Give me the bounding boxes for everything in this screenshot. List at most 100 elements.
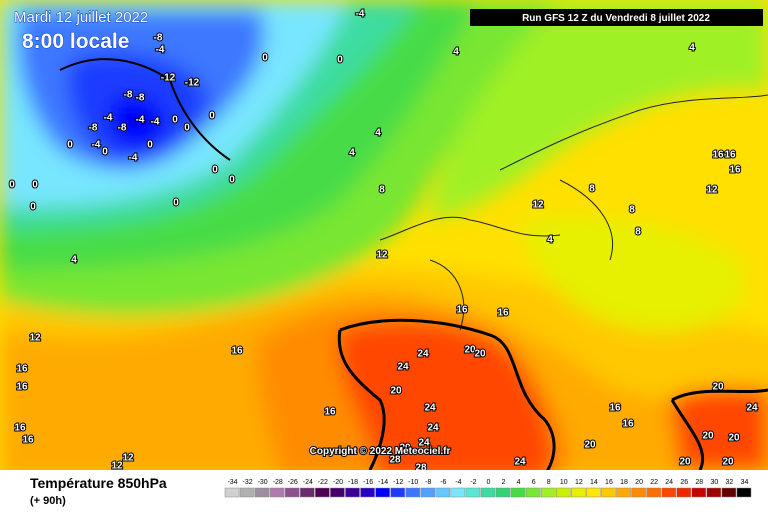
contour-label: 24	[746, 403, 758, 414]
colorbar-label: 4	[517, 479, 521, 486]
temperature-field	[0, 0, 768, 470]
contour-label: 16	[16, 364, 28, 375]
contour-label: 20	[702, 431, 714, 442]
colorbar-label: 30	[710, 479, 718, 486]
colorbar-swatch	[224, 487, 240, 498]
colorbar-swatch	[465, 487, 481, 498]
contour-label: -12	[161, 73, 176, 84]
contour-label: 0	[102, 147, 108, 158]
colorbar-label: 26	[680, 479, 688, 486]
colorbar-label: -32	[243, 479, 253, 486]
colorbar-swatch	[691, 487, 707, 498]
contour-label: 4	[375, 128, 381, 139]
colorbar-label: -28	[273, 479, 283, 486]
contour-label: 20	[679, 457, 691, 468]
colorbar-label: 14	[590, 479, 598, 486]
colorbar: -34 -32 -30 -28 -26 -24 -22 -20 -18 -16 -14 -12 -10-…	[224, 479, 752, 498]
contour-label: 12	[122, 453, 134, 464]
contour-label: 0	[30, 202, 36, 213]
colorbar-swatch	[706, 487, 722, 498]
colorbar-label: -26	[288, 479, 298, 486]
colorbar-label: 12	[575, 479, 583, 486]
contour-label: -8	[89, 123, 98, 134]
region-border	[670, 388, 768, 470]
contour-label: 16	[231, 346, 243, 357]
contour-label: 16	[16, 382, 28, 393]
contour-label: -4	[136, 115, 145, 126]
colorbar-label: 16	[605, 479, 613, 486]
colorbar-label: -16	[363, 479, 373, 486]
footer-title: Température 850hPa	[30, 475, 167, 491]
contour-label: 20	[584, 440, 596, 451]
colorbar-swatch	[616, 487, 631, 498]
colorbar-label: -22	[318, 479, 328, 486]
contour-label: 12	[706, 185, 718, 196]
contour-label: 12	[376, 250, 388, 261]
colorbar-swatch	[345, 487, 360, 498]
contour-label: 0	[262, 53, 268, 64]
contour-label: -4	[156, 45, 165, 56]
contour-label: 16	[324, 407, 336, 418]
contour-label: -8	[154, 33, 163, 44]
contour-label: 24	[397, 362, 409, 373]
contour-label: -12	[185, 78, 200, 89]
colorbar-swatch	[661, 487, 676, 498]
colorbar-swatch	[571, 487, 586, 498]
colorbar-swatch	[239, 487, 255, 498]
contour-label: 16	[609, 403, 621, 414]
colorbar-label: 10	[560, 479, 568, 486]
contour-label: 0	[229, 175, 235, 186]
colorbar-swatch	[390, 487, 405, 498]
contour-label: -4	[356, 9, 365, 20]
contour-label: 8	[589, 184, 595, 195]
colorbar-swatch	[330, 487, 345, 498]
coastlines	[379, 94, 768, 331]
contour-label: 16	[22, 435, 34, 446]
colorbar-swatch	[676, 487, 692, 498]
colorbar-label: 34	[741, 479, 749, 486]
contour-label: 24	[417, 349, 429, 360]
colorbar-label: 22	[650, 479, 658, 486]
colorbar-swatch	[315, 487, 330, 498]
contour-labels: -4-8-40 0-12 -12-8 -8-4 -4 -4 000-8 -8-4-40 000 0…	[8, 8, 759, 475]
contour-label: 20	[722, 457, 734, 468]
colorbar-label: -8	[425, 479, 431, 486]
footer-lead: (+ 90h)	[30, 495, 66, 507]
colorbar-label: -6	[440, 479, 446, 486]
colorbar-swatch	[300, 487, 315, 498]
contour-label: 20	[464, 345, 476, 356]
colorbar-label: 0	[487, 479, 491, 486]
contour-label: 8	[629, 205, 635, 216]
contour-label: -4	[151, 117, 160, 128]
colorbar-swatch	[450, 487, 466, 498]
contour-label: 24	[424, 403, 436, 414]
colorbar-label: 2	[502, 479, 506, 486]
contour-label: 12	[532, 200, 544, 211]
contour-label: 12	[111, 461, 123, 472]
contour-label: 4	[349, 148, 355, 159]
contour-label: 20	[712, 382, 724, 393]
colorbar-label: -30	[258, 479, 268, 486]
colorbar-swatch	[480, 487, 496, 498]
run-label: Run GFS 12 Z du Vendredi 8 juillet 2022	[522, 13, 710, 24]
colorbar-swatch	[420, 487, 436, 498]
contour-label: 24	[427, 423, 439, 434]
contour-label: 16	[622, 419, 634, 430]
contour-label: -8	[124, 90, 133, 101]
colorbar-label: -14	[378, 479, 388, 486]
colorbar-label: 28	[695, 479, 703, 486]
contour-label: 0	[32, 180, 38, 191]
region-border	[337, 318, 556, 470]
colorbar-swatch	[525, 487, 541, 498]
colorbar-label: -20	[333, 479, 343, 486]
colorbar-swatch	[540, 487, 556, 498]
colorbar-label: 18	[620, 479, 628, 486]
colorbar-swatch	[254, 487, 270, 498]
colorbar-swatch	[375, 487, 390, 498]
colorbar-label: -4	[455, 479, 461, 486]
contour-label: -4	[104, 113, 113, 124]
contour-label: 28	[389, 455, 401, 466]
contour-label: -4	[129, 153, 138, 164]
colorbar-swatch	[721, 487, 737, 498]
